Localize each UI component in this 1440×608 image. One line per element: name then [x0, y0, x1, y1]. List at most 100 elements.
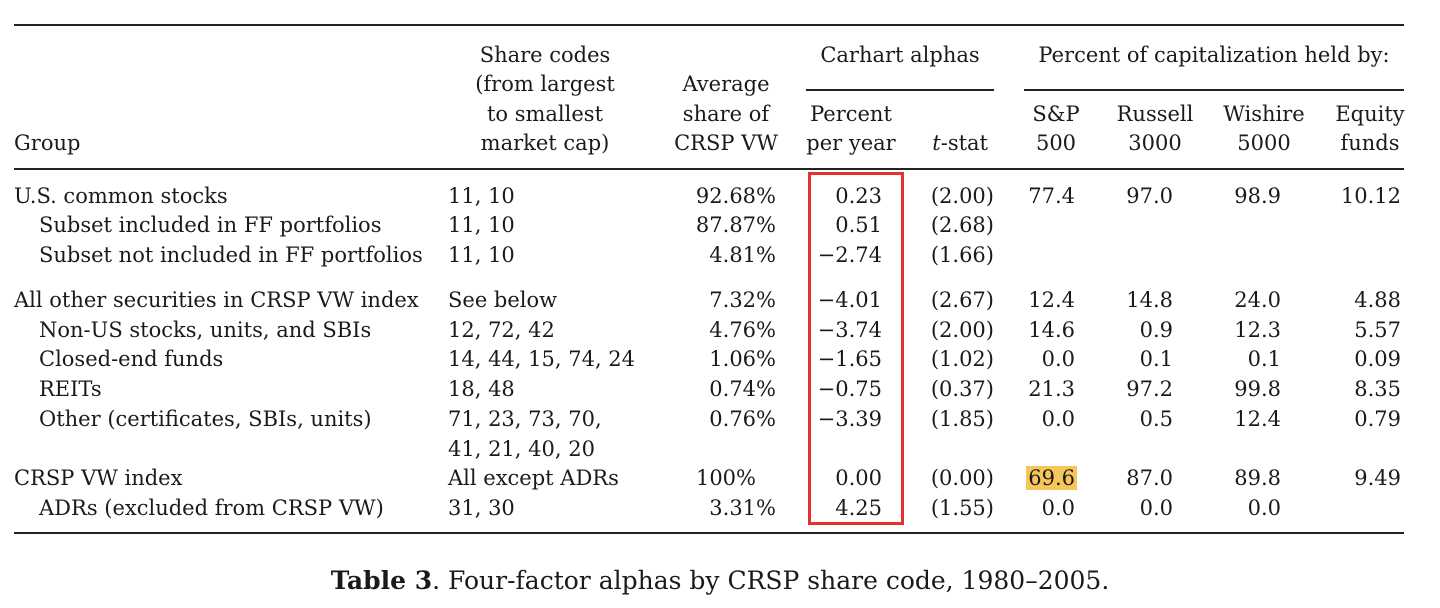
capitalization-rule [1024, 89, 1404, 91]
row-group: Other (certificates, SBIs, units) [39, 407, 372, 431]
row-wishire: 24.0 [1234, 288, 1281, 312]
row-wishire: 0.0 [1247, 496, 1281, 520]
header-carhart-alphas: Carhart alphas [820, 43, 980, 67]
carhart-rule [806, 89, 994, 91]
row-group: CRSP VW index [14, 466, 183, 490]
row-group: ADRs (excluded from CRSP VW) [39, 496, 384, 520]
row-sp500: 69.6 [1000, 466, 1077, 490]
row-equity: 5.57 [1354, 318, 1401, 342]
row-avg: 0.76% [709, 407, 776, 431]
table-caption: Table 3. Four-factor alphas by CRSP shar… [0, 566, 1440, 596]
header-tstat-var: t [932, 131, 941, 155]
row-avg: 3.31% [709, 496, 776, 520]
row-equity: 0.79 [1354, 407, 1401, 431]
header-share-codes-1: Share codes [479, 43, 611, 67]
row-group: Closed-end funds [39, 347, 224, 371]
row-alpha: −1.65 [817, 347, 882, 371]
row-sp500: 0.0 [1041, 347, 1075, 371]
table-bottom-rule [14, 532, 1404, 534]
header-avg-share-2: share of [682, 102, 770, 126]
row-codes: 11, 10 [448, 213, 515, 237]
header-avg-share-3: CRSP VW [674, 131, 778, 155]
row-russell: 14.8 [1126, 288, 1173, 312]
header-russell-2: 3000 [1128, 131, 1182, 155]
row-equity: 9.49 [1354, 466, 1401, 490]
row-avg: 1.06% [709, 347, 776, 371]
row-codes: 11, 10 [448, 243, 515, 267]
header-wishire-1: Wishire [1223, 102, 1305, 126]
row-codes: 71, 23, 73, 70, [448, 407, 602, 431]
row-tstat: (1.55) [930, 496, 994, 520]
row-russell: 97.0 [1126, 184, 1173, 208]
caption-text: . Four-factor alphas by CRSP share code,… [432, 566, 1110, 595]
row-avg: 87.87% [695, 213, 776, 237]
row-avg: 0.74% [709, 377, 776, 401]
row-sp500: 14.6 [1028, 318, 1075, 342]
row-tstat: (2.68) [930, 213, 994, 237]
row-wishire: 12.3 [1234, 318, 1281, 342]
alpha-column-highlight-box [808, 172, 904, 525]
row-tstat: (1.85) [930, 407, 994, 431]
row-codes: 31, 30 [448, 496, 515, 520]
row-tstat: (1.02) [930, 347, 994, 371]
header-tstat-rest: -stat [940, 131, 988, 155]
row-tstat: (2.00) [930, 318, 994, 342]
header-sp500-1: S&P [1032, 102, 1080, 126]
row-russell: 87.0 [1126, 466, 1173, 490]
row-russell: 97.2 [1126, 377, 1173, 401]
row-equity: 10.12 [1340, 184, 1401, 208]
row-avg: 100% [695, 466, 756, 490]
row-codes-continued: 41, 21, 40, 20 [448, 437, 595, 461]
row-group: All other securities in CRSP VW index [14, 288, 419, 312]
header-bottom-rule [14, 168, 1404, 170]
row-alpha: 0.23 [835, 184, 882, 208]
row-russell: 0.0 [1139, 496, 1173, 520]
row-alpha: −4.01 [817, 288, 882, 312]
header-group: Group [14, 131, 81, 155]
row-wishire: 89.8 [1234, 466, 1281, 490]
row-sp500: 12.4 [1028, 288, 1075, 312]
row-codes: 12, 72, 42 [448, 318, 555, 342]
row-avg: 7.32% [709, 288, 776, 312]
row-group: Subset included in FF portfolios [39, 213, 382, 237]
highlighted-cell: 69.6 [1026, 466, 1077, 490]
header-percent-per-year-2: per year [806, 131, 896, 155]
row-alpha: −0.75 [817, 377, 882, 401]
row-russell: 0.5 [1139, 407, 1173, 431]
row-codes: 14, 44, 15, 74, 24 [448, 347, 636, 371]
header-capitalization: Percent of capitalization held by: [1038, 43, 1390, 67]
header-tstat: t-stat [912, 131, 988, 155]
row-group: Non-US stocks, units, and SBIs [39, 318, 372, 342]
row-codes: 11, 10 [448, 184, 515, 208]
row-codes: 18, 48 [448, 377, 515, 401]
row-wishire: 12.4 [1234, 407, 1281, 431]
row-tstat: (0.37) [930, 377, 994, 401]
row-sp500: 21.3 [1028, 377, 1075, 401]
header-russell-1: Russell [1116, 102, 1194, 126]
row-alpha: 0.51 [835, 213, 882, 237]
row-wishire: 0.1 [1247, 347, 1281, 371]
row-alpha: 4.25 [835, 496, 882, 520]
row-russell: 0.9 [1139, 318, 1173, 342]
row-tstat: (1.66) [930, 243, 994, 267]
row-group: Subset not included in FF portfolios [39, 243, 423, 267]
header-wishire-2: 5000 [1237, 131, 1291, 155]
header-share-codes-4: market cap) [480, 131, 610, 155]
header-percent-per-year-1: Percent [810, 102, 892, 126]
row-equity: 0.09 [1354, 347, 1401, 371]
header-avg-share-1: Average [682, 72, 770, 96]
header-equity-2: funds [1340, 131, 1400, 155]
row-alpha: −3.74 [817, 318, 882, 342]
row-alpha: −3.39 [817, 407, 882, 431]
row-group: U.S. common stocks [14, 184, 228, 208]
table-top-rule [14, 24, 1404, 26]
caption-label: Table 3 [330, 566, 433, 595]
row-tstat: (2.67) [930, 288, 994, 312]
row-tstat: (0.00) [930, 466, 994, 490]
header-share-codes-2: (from largest [475, 72, 615, 96]
row-codes: See below [448, 288, 558, 312]
row-tstat: (2.00) [930, 184, 994, 208]
row-alpha: −2.74 [817, 243, 882, 267]
row-wishire: 98.9 [1234, 184, 1281, 208]
row-codes: All except ADRs [448, 466, 619, 490]
